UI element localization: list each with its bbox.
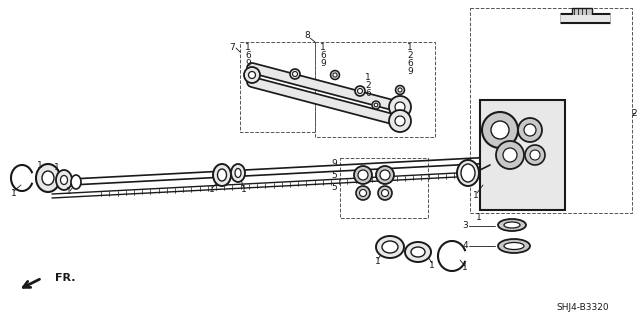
Ellipse shape	[405, 242, 431, 262]
Text: 1: 1	[241, 186, 247, 195]
Ellipse shape	[457, 160, 479, 186]
Ellipse shape	[231, 164, 245, 182]
Ellipse shape	[56, 170, 72, 190]
Circle shape	[524, 124, 536, 136]
Ellipse shape	[411, 247, 425, 257]
Bar	[572, 8, 592, 16]
Circle shape	[381, 189, 388, 197]
Text: 1: 1	[375, 256, 381, 265]
Text: 5: 5	[332, 170, 337, 180]
Text: 1: 1	[365, 73, 371, 83]
Text: 9: 9	[407, 68, 413, 77]
Text: 9: 9	[245, 60, 251, 69]
Circle shape	[378, 186, 392, 200]
Circle shape	[530, 150, 540, 160]
Circle shape	[503, 148, 517, 162]
Text: FR.: FR.	[55, 273, 76, 283]
Circle shape	[525, 145, 545, 165]
Text: 2: 2	[632, 108, 637, 117]
Circle shape	[330, 70, 339, 79]
Text: 9: 9	[332, 159, 337, 167]
Text: 1: 1	[407, 43, 413, 53]
Circle shape	[374, 103, 378, 107]
Circle shape	[355, 86, 365, 96]
Text: 1: 1	[476, 213, 482, 222]
Circle shape	[290, 69, 300, 79]
Text: 1: 1	[54, 164, 60, 173]
Text: 6: 6	[320, 51, 326, 61]
Circle shape	[356, 186, 370, 200]
Text: 1: 1	[320, 43, 326, 53]
Circle shape	[518, 118, 542, 142]
Ellipse shape	[376, 236, 404, 258]
Ellipse shape	[504, 222, 520, 228]
Ellipse shape	[389, 96, 411, 118]
Circle shape	[372, 101, 380, 109]
Text: 6: 6	[245, 51, 251, 61]
Text: 1: 1	[245, 43, 251, 53]
Circle shape	[376, 166, 394, 184]
Text: 6: 6	[365, 90, 371, 99]
Circle shape	[333, 73, 337, 77]
Ellipse shape	[36, 164, 60, 192]
Bar	[470, 8, 632, 213]
Text: 1: 1	[462, 263, 468, 272]
Text: 1: 1	[209, 186, 215, 195]
Text: 1: 1	[37, 160, 43, 169]
Circle shape	[398, 88, 402, 92]
Text: 4: 4	[462, 241, 468, 250]
Text: 1: 1	[66, 188, 72, 197]
Text: 3: 3	[462, 221, 468, 231]
Circle shape	[292, 71, 298, 77]
Bar	[340, 158, 428, 218]
Text: 1: 1	[473, 190, 479, 199]
Circle shape	[396, 85, 404, 94]
Bar	[315, 42, 435, 137]
Ellipse shape	[498, 239, 530, 253]
Ellipse shape	[248, 71, 255, 78]
Circle shape	[360, 189, 367, 197]
Circle shape	[358, 170, 368, 180]
Text: 2: 2	[407, 51, 413, 61]
Circle shape	[358, 88, 362, 93]
Text: 7: 7	[229, 43, 235, 53]
Ellipse shape	[244, 67, 260, 83]
Circle shape	[380, 170, 390, 180]
Ellipse shape	[213, 164, 231, 186]
Ellipse shape	[382, 241, 398, 253]
Text: 1: 1	[11, 189, 17, 197]
Circle shape	[482, 112, 518, 148]
Ellipse shape	[71, 175, 81, 189]
Ellipse shape	[389, 110, 411, 132]
Text: SHJ4-B3320: SHJ4-B3320	[556, 303, 609, 313]
Ellipse shape	[235, 168, 241, 177]
Text: 8: 8	[304, 32, 310, 41]
Text: 9: 9	[320, 60, 326, 69]
Ellipse shape	[395, 102, 405, 112]
Text: 2: 2	[365, 81, 371, 91]
Ellipse shape	[461, 164, 475, 182]
Ellipse shape	[498, 219, 526, 231]
Ellipse shape	[42, 171, 54, 185]
Circle shape	[491, 121, 509, 139]
Bar	[480, 100, 565, 210]
Ellipse shape	[504, 242, 524, 249]
Text: 6: 6	[407, 60, 413, 69]
Text: 5: 5	[332, 182, 337, 191]
Circle shape	[354, 166, 372, 184]
Text: 1: 1	[429, 261, 435, 270]
Ellipse shape	[218, 169, 227, 181]
Ellipse shape	[395, 116, 405, 126]
Circle shape	[496, 141, 524, 169]
Ellipse shape	[61, 175, 67, 184]
Bar	[240, 42, 315, 132]
